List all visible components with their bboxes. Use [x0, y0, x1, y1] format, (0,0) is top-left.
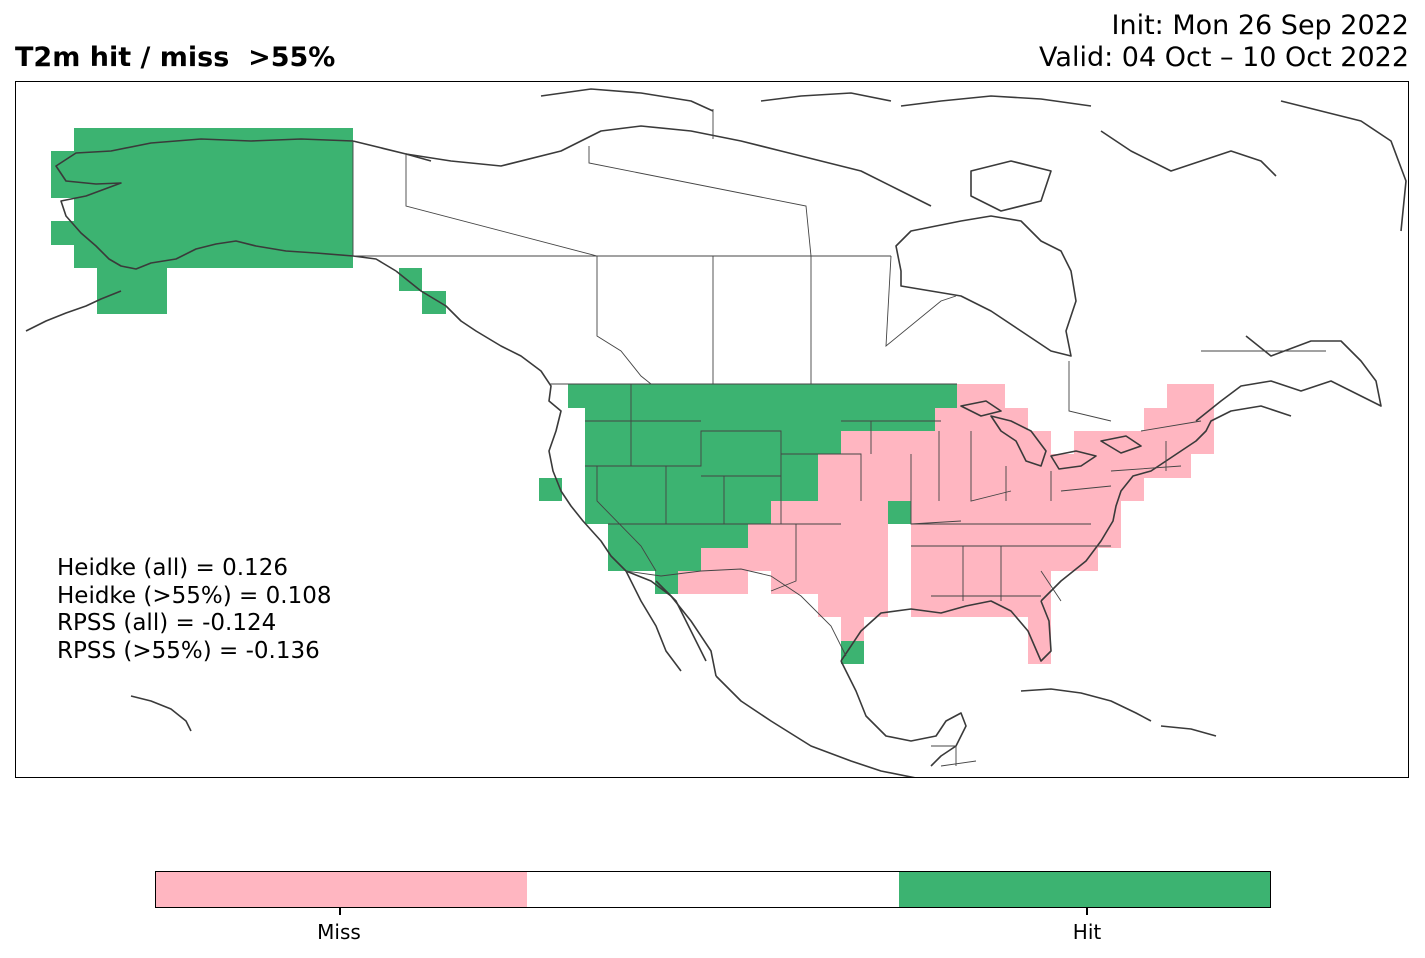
northern-us-hit-area: [568, 384, 957, 594]
atlantic-coast: [1040, 405, 1292, 602]
map-canvas: [25, 88, 1407, 777]
colorbar-miss-segment: [156, 872, 528, 907]
cuba: [1020, 688, 1152, 722]
us-states: [585, 384, 1202, 602]
canada-east-coast: [1195, 335, 1382, 422]
colorbar-label-hit: Hit: [1072, 920, 1102, 944]
init-date: Init: Mon 26 Sep 2022: [1111, 10, 1409, 41]
gulf-coast: [840, 600, 1052, 767]
aleutian-arc: [25, 290, 122, 332]
alaska-canada-border: [352, 141, 381, 257]
alaska-coast: [55, 138, 397, 272]
colorbar: [155, 871, 1271, 908]
central-america-borders: [931, 745, 977, 767]
rpss-all-score: RPSS (all) = -0.124: [57, 610, 277, 636]
arctic-islands: [540, 88, 1407, 232]
great-lakes: [960, 400, 1142, 470]
hispaniola: [1160, 725, 1217, 737]
heidke-55-score: Heidke (>55%) = 0.108: [57, 582, 332, 609]
baja-peninsula: [625, 570, 707, 672]
colorbar-neutral-segment: [527, 872, 899, 907]
political-borders: [352, 109, 1326, 767]
texas-edge-miss-area: [818, 548, 841, 571]
us-mexico-border: [625, 568, 847, 657]
alaska-hit-area: [51, 128, 353, 314]
skill-scores: Heidke (all) = 0.126 Heidke (>55%) = 0.1…: [57, 555, 331, 665]
colorbar-label-miss: Miss: [317, 920, 361, 944]
canada-us-border: [381, 255, 957, 385]
coastlines: [25, 88, 1407, 777]
colorbar-hit-segment: [898, 872, 1270, 907]
date-info: Init: Mon 26 Sep 2022 Valid: 04 Oct – 10…: [1039, 10, 1409, 74]
canada-provinces: [405, 109, 1326, 422]
rpss-55-score: RPSS (>55%) = -0.136: [57, 637, 320, 664]
colorbar-tick-miss: [339, 908, 341, 915]
map-title: T2m hit / miss >55%: [15, 42, 336, 73]
california-hit-area: [539, 478, 562, 501]
hudson-bay: [895, 215, 1077, 357]
arctic-coast: [405, 125, 932, 207]
hawaii: [130, 695, 192, 732]
map-panel: [15, 81, 1409, 778]
valid-period: Valid: 04 Oct – 10 Oct 2022: [1039, 42, 1409, 73]
heidke-all-score: Heidke (all) = 0.126: [57, 555, 288, 581]
colorbar-tick-hit: [1086, 908, 1088, 915]
mexico-west-coast: [715, 675, 916, 777]
